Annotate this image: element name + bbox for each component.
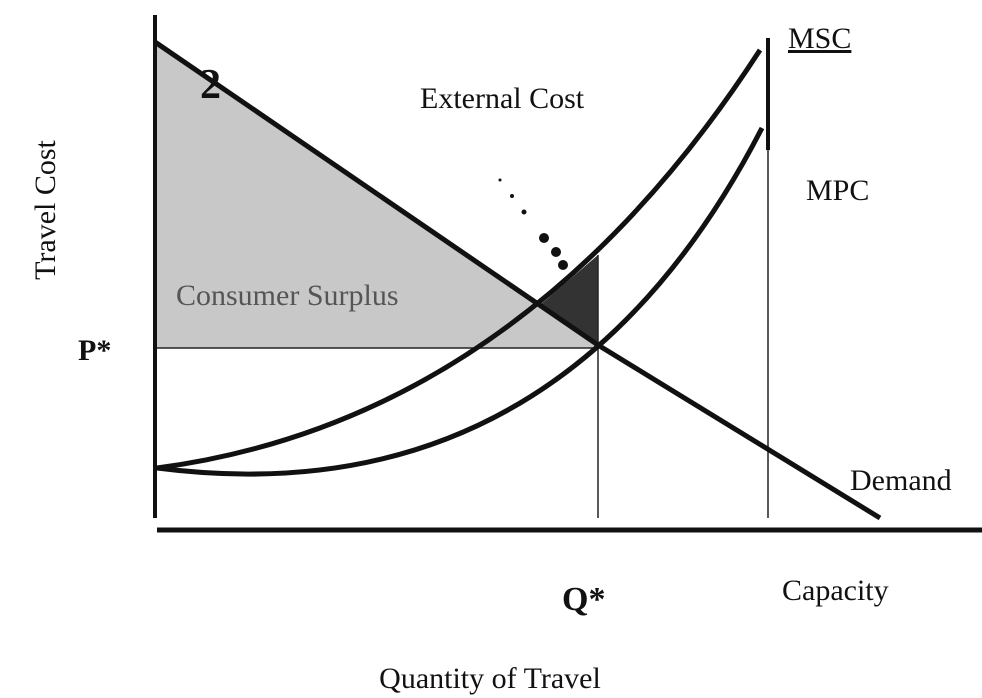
x-axis-label: Quantity of Travel	[379, 662, 601, 695]
capacity-label: Capacity	[782, 574, 889, 607]
quantity-label: Q*	[562, 581, 605, 618]
external-cost-area	[540, 255, 598, 348]
msc-curve	[156, 48, 763, 471]
consumer-surplus-label: Consumer Surplus	[176, 279, 399, 312]
external-cost-label: External Cost	[420, 82, 585, 115]
mpc-curve	[156, 126, 765, 477]
y-axis-label: Travel Cost	[29, 139, 62, 279]
demand-label: Demand	[850, 464, 952, 497]
mpc-label: MPC	[806, 174, 869, 207]
price-label: P*	[78, 334, 111, 367]
demand-marker-label: 2	[200, 62, 221, 108]
external-cost-pointer	[498, 178, 568, 270]
msc-label: MSC	[788, 22, 851, 55]
